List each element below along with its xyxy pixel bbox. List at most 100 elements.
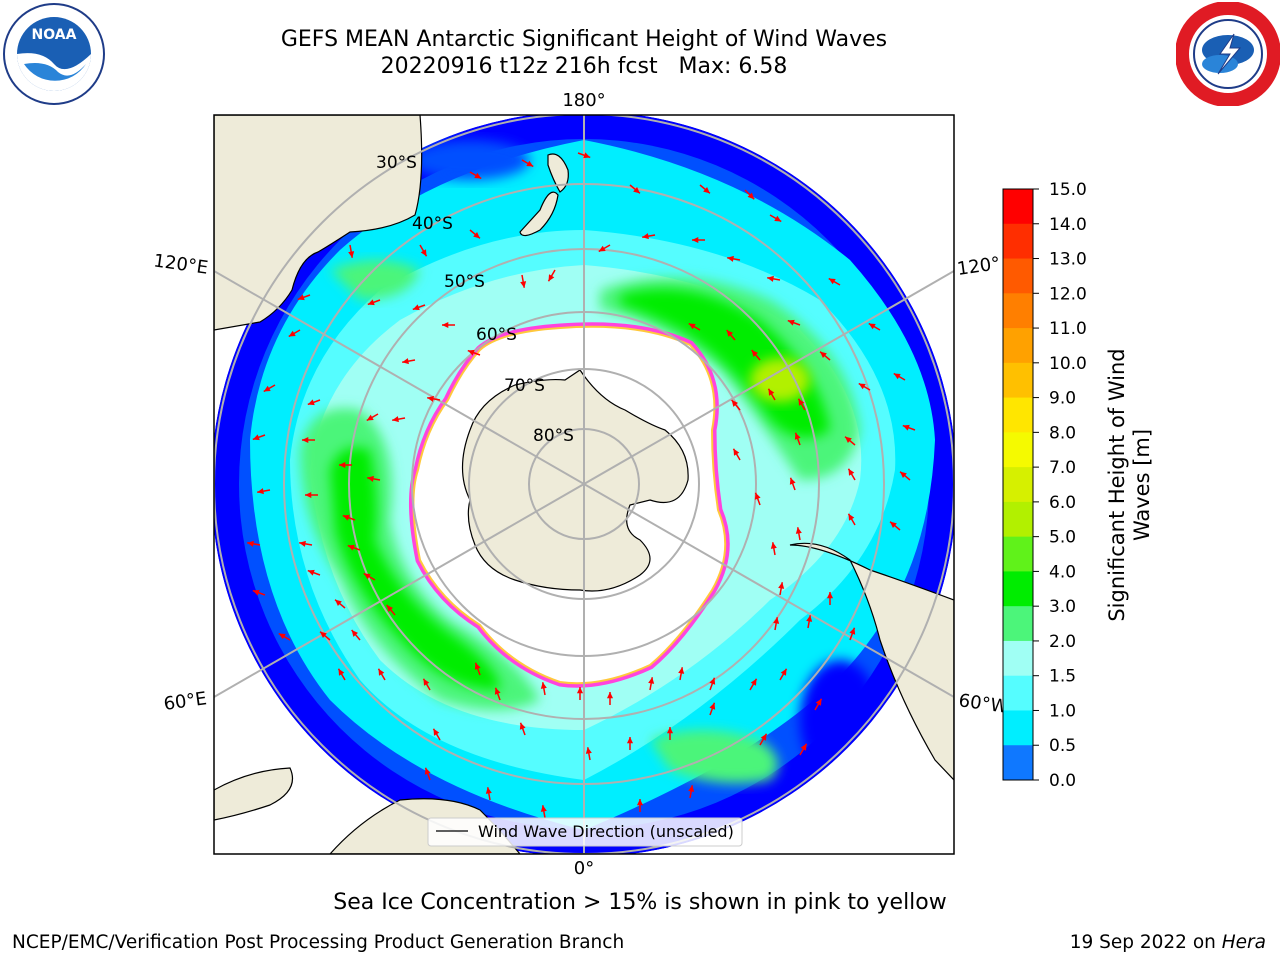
wind-wave-arrow-head [890, 521, 897, 529]
wind-wave-arrow-head [485, 787, 492, 794]
wind-wave-arrow-head [709, 702, 716, 710]
wind-wave-arrow-head [648, 677, 655, 684]
wind-wave-arrow-head [247, 540, 254, 547]
wind-wave-arrow-head [692, 236, 699, 244]
wind-wave-arrow-head [633, 186, 640, 194]
wind-wave-arrow-head [433, 728, 440, 736]
wind-wave-arrow-head [494, 687, 501, 695]
colorbar-tick-label: 12.0 [1049, 284, 1087, 304]
colorbar-segment [1003, 362, 1033, 399]
colorbar-label-line2: Waves [m] [1130, 428, 1154, 542]
wind-wave-arrow-head [727, 255, 734, 262]
colorbar-tick-label: 1.5 [1049, 667, 1076, 687]
map-area: 30°S 40°S 50°S 60°S 70°S 80°S Wind Wave … [214, 115, 954, 854]
wind-wave-arrow-head [540, 682, 547, 689]
colorbar-tick-label: 14.0 [1049, 215, 1087, 235]
wind-wave-arrow-head [548, 274, 555, 282]
wind-wave-arrow-head [626, 737, 634, 744]
meridian-60e-120w [214, 270, 954, 698]
wind-wave-arrow-head [688, 785, 695, 792]
lat-label-70s: 70°S [504, 376, 545, 396]
wind-wave-arrow-head [750, 678, 757, 686]
wind-wave-arrow-head [420, 249, 427, 257]
wind-wave-arrow-head [780, 668, 787, 676]
title-line-2: 20220916 t12z 216h fcst Max: 6.58 [380, 54, 788, 79]
wind-wave-arrow-head [787, 319, 795, 326]
lon-label-120w: 120° [956, 253, 1002, 280]
wind-wave-arrow-head [585, 747, 592, 754]
wind-wave-arrow-head [795, 527, 802, 534]
australia [214, 115, 423, 331]
wind-wave-arrow-head [768, 388, 775, 396]
colorbar-tick-label: 2.0 [1049, 632, 1076, 652]
wind-wave-arrow-head [474, 662, 481, 670]
wind-wave-arrow-head [402, 358, 409, 365]
wind-wave-arrow-head [299, 540, 306, 547]
colorbar-tick-label: 5.0 [1049, 528, 1076, 548]
colorbar-segment [1003, 606, 1033, 642]
wind-wave-arrow-head [845, 436, 852, 444]
new-zealand-south [519, 191, 559, 237]
wind-wave-arrow-head [606, 692, 614, 699]
wind-wave-arrow-head [252, 434, 260, 441]
colorbar-segment [1003, 536, 1033, 572]
colorbar-tick-label: 10.0 [1049, 354, 1087, 374]
wind-wave-arrow-head [773, 617, 780, 624]
wind-wave-arrow-head [302, 436, 309, 444]
colorbar-segment [1003, 328, 1033, 364]
wind-wave-arrow-head [442, 321, 449, 329]
colorbar-tick-label: 3.0 [1049, 597, 1076, 617]
colorbar-segment [1003, 223, 1033, 260]
wind-wave-arrow-head [731, 400, 739, 407]
lon-label-120e: 120°E [152, 250, 209, 278]
wind-wave-arrow-head [893, 373, 901, 380]
graticule [214, 115, 954, 854]
wind-wave-arrow-head [703, 186, 710, 194]
colorbar-segment [1003, 501, 1033, 538]
colorbar-frame [1002, 188, 1034, 781]
wind-wave-arrow-head [733, 448, 740, 456]
colorbar-label-line1: Significant Height of Wind [1105, 348, 1129, 622]
wind-wave-arrow-head [347, 544, 355, 551]
colorbar-tick-label: 6.0 [1049, 493, 1076, 513]
wind-wave-arrow-head [367, 475, 374, 482]
madagascar [214, 767, 294, 821]
colorbar-tick-label: 1.0 [1049, 701, 1076, 721]
colorbar-tick-label: 11.0 [1049, 319, 1087, 339]
map-frame [213, 114, 955, 855]
wind-wave-arrow-head [348, 251, 355, 258]
colorbar-segment [1003, 189, 1033, 225]
title-line-1: GEFS MEAN Antarctic Significant Height o… [280, 27, 888, 52]
colorbar-segment [1003, 397, 1033, 433]
colorbar-tick-label: 8.0 [1049, 423, 1076, 443]
wind-wave-arrow-head [678, 667, 685, 674]
lon-label-60w: 60°W [957, 690, 1009, 718]
wind-wave-arrow-head [778, 582, 785, 589]
wind-wave-arrow-head [320, 631, 327, 639]
wind-wave-arrow-head [474, 172, 482, 179]
wind-wave-arrow-head [774, 215, 782, 222]
wind-wave-arrow-head [794, 432, 801, 440]
south-america [789, 542, 954, 781]
wind-wave-arrow-head [789, 477, 796, 485]
wind-wave-arrow-head [342, 514, 350, 521]
lon-label-60e: 60°E [162, 688, 208, 715]
lon-label-0: 0° [574, 858, 594, 879]
wind-wave-arrow-head [770, 542, 777, 549]
wind-wave-arrow-head [473, 231, 480, 239]
wind-wave-arrow-head [751, 350, 759, 357]
colorbar-segment [1003, 467, 1033, 503]
wind-wave-arrow-head [363, 573, 371, 580]
wind-wave-arrow-head [263, 385, 271, 392]
lon-label-180: 180° [562, 90, 605, 111]
wind-wave-arrow-head [424, 767, 431, 775]
wind-wave-arrow-head [868, 323, 876, 330]
colorbar-tick-label: 15.0 [1049, 180, 1087, 200]
wind-wave-arrow-head [339, 461, 346, 469]
wind-wave-arrow-head [858, 383, 866, 390]
legend-label: Wind Wave Direction (unscaled) [478, 822, 734, 841]
land [214, 115, 954, 854]
wind-wave-arrow-head [826, 592, 834, 599]
wind-wave-arrow-head [392, 416, 399, 423]
colorbar-tick-label: 0.0 [1049, 771, 1076, 791]
